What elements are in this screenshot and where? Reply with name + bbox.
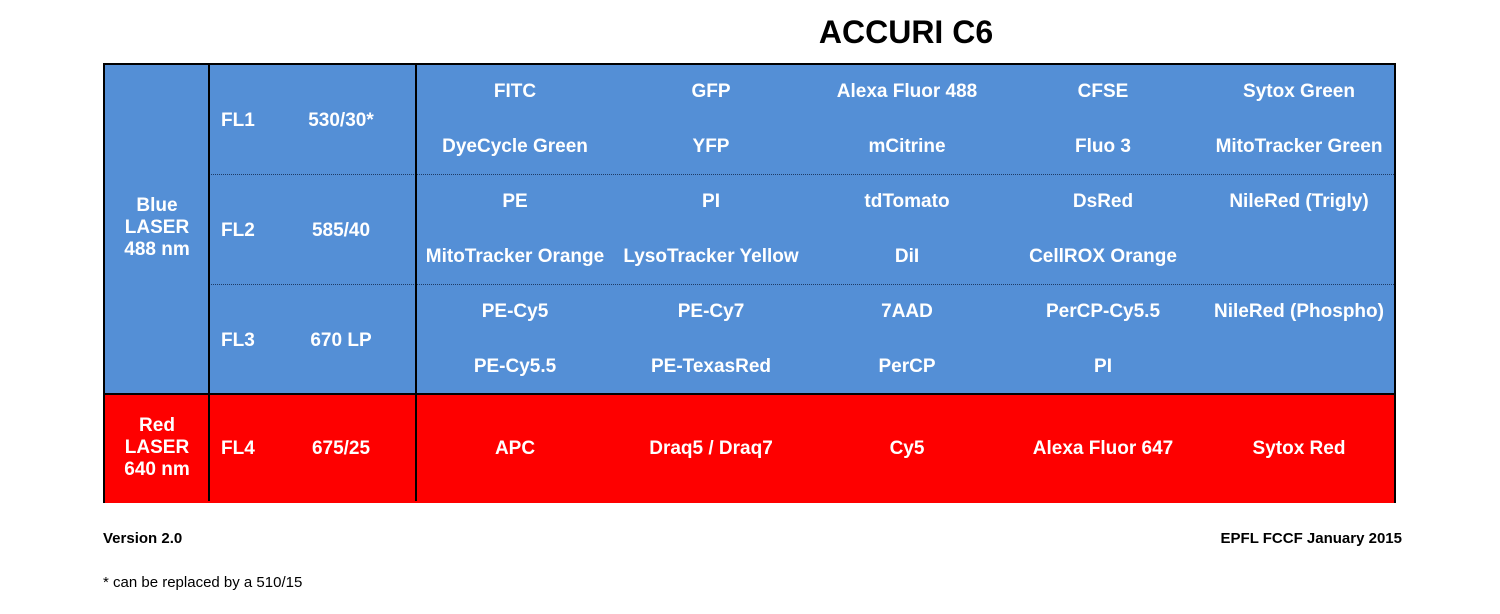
- column-divider: [415, 65, 417, 501]
- footnote: * can be replaced by a 510/15: [103, 574, 303, 591]
- filter-table: Blue LASER 488 nm Red LASER 640 nm FL1 5…: [103, 63, 1396, 503]
- dye-label: Sytox Red: [1252, 438, 1346, 459]
- dye-label: MitoTracker Orange: [425, 246, 605, 267]
- dye-label: GFP: [691, 81, 731, 102]
- dye-label: PerCP: [878, 356, 936, 377]
- dye-label: 7AAD: [881, 301, 933, 322]
- laser-divider: [105, 393, 1394, 395]
- dye-label: NileRed (Trigly): [1229, 191, 1369, 212]
- dye-label: PE-Cy5.5: [473, 356, 557, 377]
- dye-label: Alexa Fluor 488: [836, 81, 978, 102]
- filter-spec: 670 LP: [310, 330, 372, 351]
- laser-label-blue: Blue LASER 488 nm: [107, 195, 207, 261]
- row-divider: [209, 174, 1394, 175]
- dye-label: LysoTracker Yellow: [623, 246, 799, 267]
- dye-label: NileRed (Phospho): [1214, 301, 1384, 322]
- channel-name: FL2: [221, 220, 255, 241]
- dye-label: YFP: [692, 136, 730, 157]
- laser-label-red: Red LASER 640 nm: [107, 415, 207, 481]
- dye-label: Alexa Fluor 647: [1032, 438, 1174, 459]
- dye-label: CFSE: [1077, 81, 1129, 102]
- laser-color: Blue: [136, 195, 178, 216]
- dye-label: PI: [702, 191, 720, 212]
- channel-name: FL4: [221, 438, 255, 459]
- dye-label: Sytox Green: [1243, 81, 1355, 102]
- dye-label: DsRed: [1072, 191, 1134, 212]
- laser-word: LASER: [124, 217, 190, 238]
- dye-label: mCitrine: [868, 136, 946, 157]
- filter-spec: 675/25: [311, 438, 371, 459]
- red-laser-band: [105, 395, 1394, 503]
- dye-label: Draq5 / Draq7: [649, 438, 773, 459]
- dye-label: APC: [494, 438, 536, 459]
- dye-label: tdTomato: [864, 191, 950, 212]
- dye-label: PE-TexasRed: [650, 356, 772, 377]
- dye-label: Fluo 3: [1075, 136, 1131, 157]
- laser-color: Red: [139, 415, 175, 436]
- dye-label: PI: [1094, 356, 1112, 377]
- dye-label: CellROX Orange: [1029, 246, 1177, 267]
- filter-spec: 530/30*: [308, 110, 374, 131]
- dye-label: FITC: [493, 81, 537, 102]
- row-divider: [209, 284, 1394, 285]
- dye-label: PE: [502, 191, 528, 212]
- filter-spec: 585/40: [311, 220, 371, 241]
- dye-label: MitoTracker Green: [1215, 136, 1383, 157]
- dye-label: Cy5: [889, 438, 925, 459]
- version-label: Version 2.0: [103, 530, 183, 547]
- blue-laser-band: [105, 65, 1394, 394]
- channel-name: FL1: [221, 110, 255, 131]
- channel-name: FL3: [221, 330, 255, 351]
- page-title: ACCURI C6: [818, 14, 994, 50]
- dye-label: DiI: [894, 246, 920, 267]
- dye-label: PE-Cy5: [481, 301, 549, 322]
- dye-label: DyeCycle Green: [442, 136, 588, 157]
- laser-word: LASER: [124, 437, 190, 458]
- credit-label: EPFL FCCF January 2015: [1220, 530, 1402, 547]
- dye-label: PE-Cy7: [677, 301, 745, 322]
- laser-wavelength: 488 nm: [124, 239, 190, 260]
- column-divider: [208, 65, 210, 501]
- dye-label: PerCP-Cy5.5: [1045, 301, 1161, 322]
- laser-wavelength: 640 nm: [124, 459, 190, 480]
